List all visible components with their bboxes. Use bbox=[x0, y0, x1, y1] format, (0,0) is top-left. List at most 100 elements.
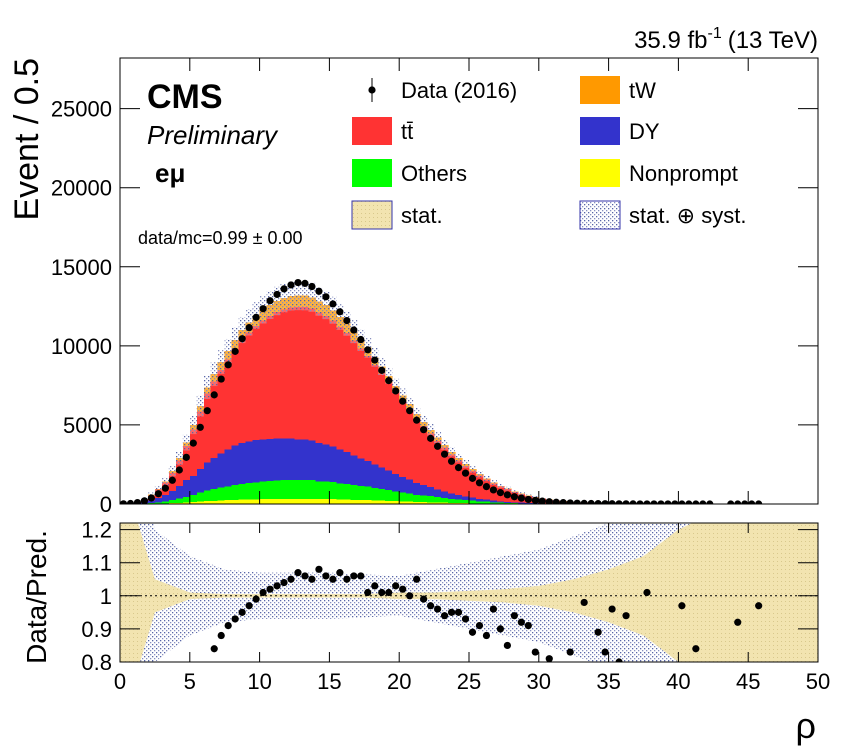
stat-syst-band bbox=[266, 291, 274, 319]
data-point bbox=[294, 278, 302, 287]
ratio-point bbox=[336, 569, 344, 577]
stack-bar bbox=[273, 312, 281, 439]
data-point bbox=[489, 486, 498, 494]
ratio-point bbox=[650, 691, 657, 698]
stack-bar bbox=[434, 440, 442, 490]
data-point bbox=[643, 500, 651, 504]
stack-bar bbox=[294, 439, 302, 481]
stack-bar bbox=[392, 391, 400, 474]
ratio-point bbox=[413, 575, 421, 583]
stack-bar bbox=[455, 460, 463, 496]
stack-bar bbox=[343, 333, 351, 453]
stat-syst-band bbox=[273, 286, 281, 316]
stat-syst-band bbox=[336, 304, 344, 330]
ratio-point bbox=[127, 741, 134, 748]
data-point bbox=[406, 407, 414, 415]
data-point bbox=[343, 316, 351, 325]
ratio-point bbox=[385, 588, 393, 597]
stat-syst-band bbox=[245, 309, 253, 336]
stack-bar bbox=[350, 340, 358, 456]
ratio-point bbox=[357, 572, 365, 580]
data-point bbox=[147, 494, 156, 502]
ratio-point bbox=[727, 394, 734, 401]
data-point bbox=[329, 300, 337, 308]
ratio-point bbox=[224, 621, 232, 630]
stack-bar bbox=[406, 493, 414, 502]
stat-syst-band bbox=[448, 447, 456, 457]
ratio-point bbox=[671, 460, 678, 467]
data-point bbox=[168, 476, 176, 484]
stack-bar bbox=[196, 411, 205, 470]
ratio-point bbox=[315, 565, 323, 573]
stat-syst-band bbox=[399, 388, 407, 403]
experiment: CMS bbox=[147, 78, 223, 116]
stack-bar bbox=[343, 452, 351, 484]
stack-bar bbox=[308, 308, 316, 441]
data-point bbox=[622, 500, 630, 504]
stat-syst-band bbox=[287, 281, 295, 311]
stack-bar bbox=[420, 502, 428, 504]
ratio-point bbox=[406, 592, 414, 600]
data-point bbox=[671, 500, 679, 504]
status: Preliminary bbox=[147, 120, 279, 150]
ratio-y-tick-label: 0.8 bbox=[81, 650, 112, 675]
stack-bar bbox=[294, 480, 302, 499]
stack-bar bbox=[427, 496, 435, 503]
stack-bar bbox=[203, 462, 212, 491]
data-point bbox=[252, 313, 260, 321]
ratio-point bbox=[217, 631, 225, 640]
legend: Nonprompt Others DY tt̄ tW Data (2016) stat. st… bbox=[351, 76, 746, 230]
stack-bar bbox=[231, 485, 240, 500]
stack-bar bbox=[252, 499, 260, 504]
ratio-point bbox=[748, 493, 755, 500]
stack-bar bbox=[280, 480, 288, 499]
stack-bar bbox=[343, 483, 351, 500]
ratio-point bbox=[433, 605, 442, 613]
stat-band bbox=[120, 523, 818, 662]
stack-bar bbox=[455, 499, 463, 504]
stack-bar bbox=[336, 499, 344, 504]
data-point bbox=[364, 346, 372, 354]
stack-bar bbox=[238, 483, 247, 500]
stack-bar bbox=[462, 500, 470, 504]
data-point bbox=[629, 500, 637, 504]
legend-label: Data (2016) bbox=[401, 78, 517, 103]
data-point bbox=[468, 474, 477, 482]
ratio-point bbox=[503, 641, 511, 650]
x-tick-label: 5 bbox=[184, 669, 196, 694]
stack-bar bbox=[503, 502, 512, 504]
data-point bbox=[196, 423, 204, 431]
stack-bar bbox=[496, 502, 505, 504]
stat-syst-band bbox=[503, 486, 511, 491]
ratio-point bbox=[741, 725, 748, 732]
ratio-point bbox=[489, 605, 498, 613]
data-point bbox=[748, 500, 756, 504]
stat-syst-band bbox=[406, 397, 414, 411]
data-point bbox=[371, 356, 379, 364]
data-point bbox=[420, 426, 428, 434]
ratio-point bbox=[301, 572, 309, 580]
stack-bar bbox=[189, 494, 198, 503]
stat-syst-band bbox=[308, 282, 316, 312]
stack-bar bbox=[322, 315, 330, 445]
data-point bbox=[350, 326, 358, 334]
stat-syst-band bbox=[462, 460, 469, 468]
stack-bar bbox=[315, 442, 323, 482]
stat-syst-band bbox=[441, 439, 449, 450]
stack-bar bbox=[475, 475, 484, 499]
stat-syst-band bbox=[224, 338, 232, 364]
stack-bar bbox=[441, 497, 449, 503]
stat-syst-band bbox=[301, 281, 309, 311]
stack-bar bbox=[210, 500, 219, 504]
stack-bar bbox=[252, 325, 260, 441]
data-point bbox=[217, 375, 225, 383]
stack-bar bbox=[168, 500, 177, 504]
stat-syst-band bbox=[161, 477, 169, 486]
ratio-point bbox=[629, 691, 636, 698]
y-tick-label: 10000 bbox=[51, 334, 112, 359]
stat-syst-band bbox=[175, 451, 183, 465]
data-point bbox=[413, 416, 421, 424]
stack-bar bbox=[378, 500, 386, 504]
data-point bbox=[608, 500, 616, 504]
